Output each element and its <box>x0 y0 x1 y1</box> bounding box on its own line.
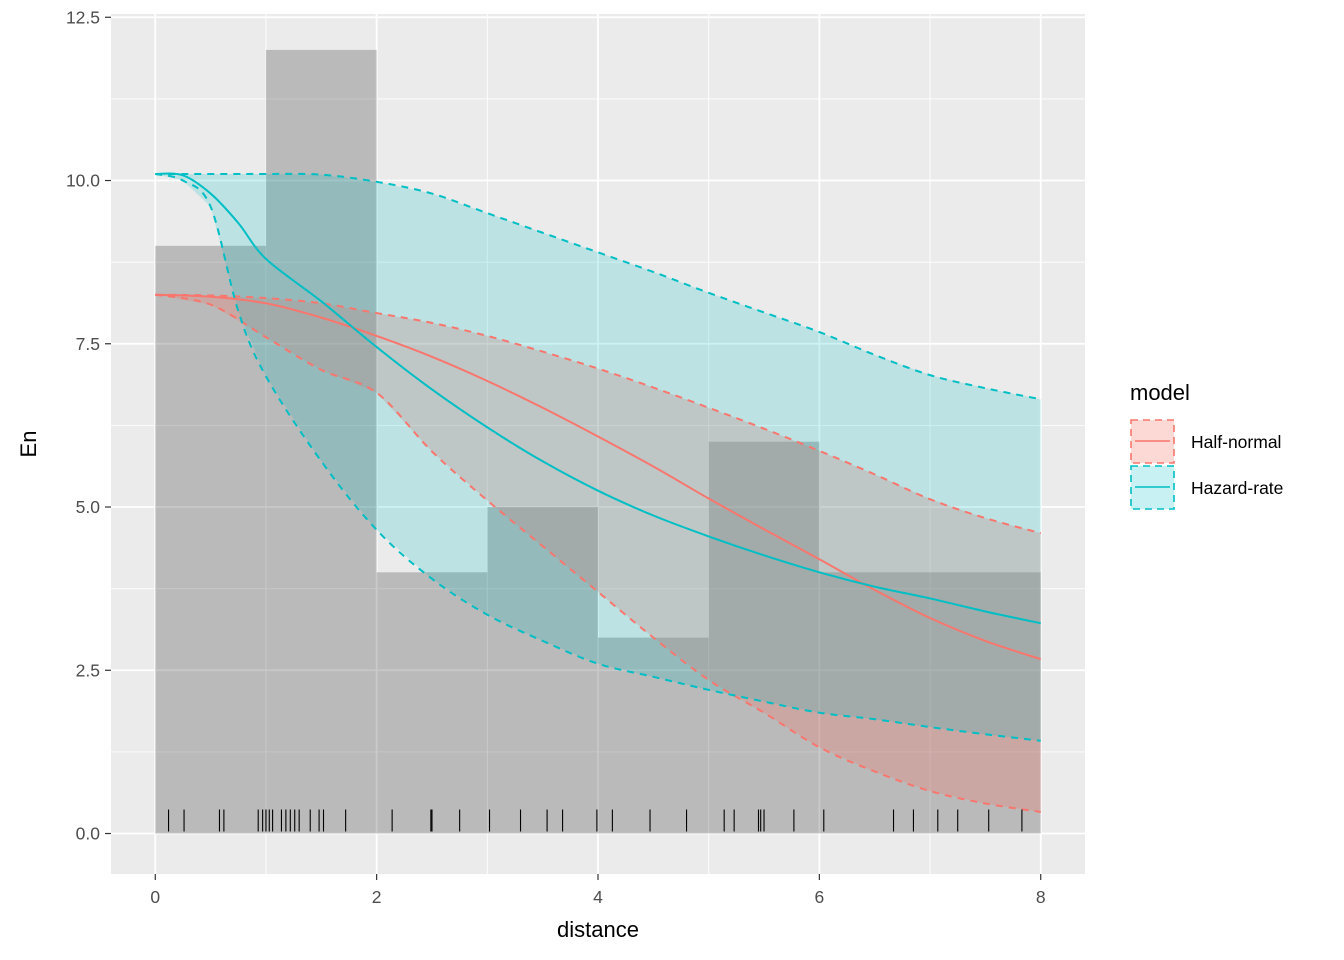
histogram-bar <box>265 49 377 834</box>
histogram-bar <box>708 441 820 834</box>
half-normal-band <box>155 294 1041 812</box>
confidence-bands <box>155 173 1041 812</box>
histogram-bar <box>598 637 709 834</box>
legend-title: model <box>1130 380 1190 405</box>
legend-label-hazard-rate: Hazard-rate <box>1191 478 1283 498</box>
x-tick-label: 2 <box>372 887 382 907</box>
histogram-bar <box>930 572 1041 834</box>
y-tick-label: 2.5 <box>76 660 100 680</box>
x-tick-label: 6 <box>814 887 824 907</box>
hazard-rate-band <box>155 173 1041 741</box>
y-tick-label: 12.5 <box>66 7 100 27</box>
histogram-bars <box>155 49 1041 834</box>
x-tick-label: 4 <box>593 887 603 907</box>
x-axis-title: distance <box>557 917 639 942</box>
distance-rug <box>168 809 1023 832</box>
histogram-bar <box>155 245 266 834</box>
fitted-curves <box>155 172 1042 813</box>
y-tick-label: 7.5 <box>76 334 100 354</box>
hazard-rate-curve <box>155 172 1041 625</box>
x-axis: 0 2 4 6 8 <box>150 874 1046 907</box>
x-tick-label: 8 <box>1036 887 1046 907</box>
hazard-rate-lower-bound <box>155 172 1041 742</box>
histogram-bar <box>819 572 931 834</box>
hazard-rate-upper-bound <box>155 172 1041 401</box>
y-axis: 0.0 2.5 5.0 7.5 10.0 12.5 <box>66 7 111 844</box>
legend-item-hazard-rate: Hazard-rate <box>1130 465 1283 510</box>
legend-item-half-normal: Half-normal <box>1130 419 1281 464</box>
y-tick-label: 0.0 <box>76 824 101 844</box>
y-tick-label: 5.0 <box>76 497 101 517</box>
legend: model Half-normal Hazard-rate <box>1130 380 1283 510</box>
y-tick-label: 10.0 <box>66 171 100 191</box>
legend-label-half-normal: Half-normal <box>1191 432 1281 452</box>
histogram-bar <box>376 572 488 834</box>
major-gridlines <box>111 14 1085 874</box>
half-normal-lower-bound <box>155 293 1041 813</box>
histogram-bar <box>487 507 598 834</box>
y-axis-title: En <box>16 431 41 458</box>
x-tick-label: 0 <box>150 887 160 907</box>
half-normal-curve <box>155 293 1042 661</box>
